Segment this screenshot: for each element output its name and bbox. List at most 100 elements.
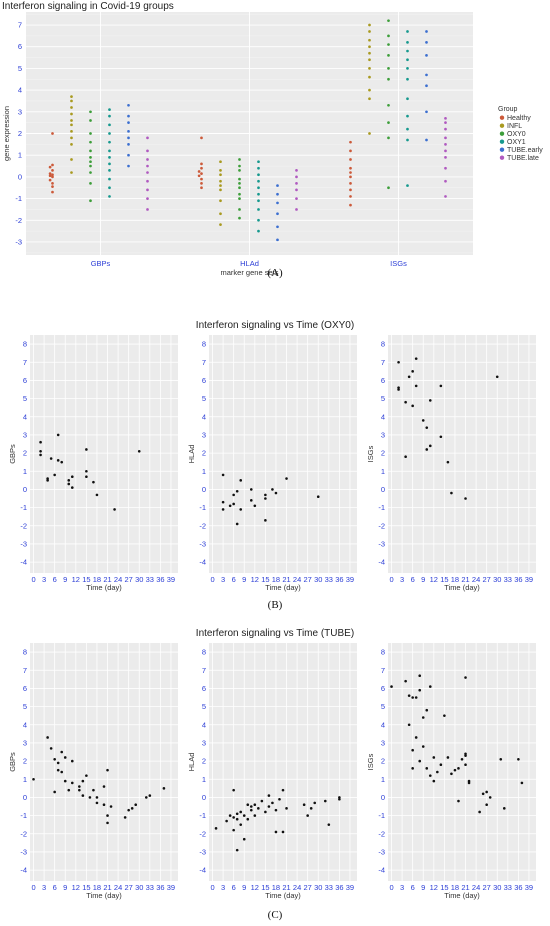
chart-c-x-tick-label: 21: [282, 883, 290, 892]
chart-a-point-tube-late: [146, 158, 149, 161]
chart-b-y-tick-label: 4: [202, 412, 206, 421]
chart-a-y-tick-label: 7: [18, 21, 22, 30]
chart-a-point-oxy1: [406, 114, 409, 118]
chart-a-point-infl: [368, 23, 371, 27]
chart-a-point-infl: [219, 199, 222, 203]
chart-c-x-tick-label: 30: [493, 883, 501, 892]
chart-b-y-tick-label: 0: [381, 485, 385, 494]
chart-b-point: [235, 522, 239, 526]
chart-c-y-axis-label: HLAd: [187, 753, 196, 772]
chart-b-point: [235, 489, 239, 493]
chart-a-point-oxy1: [108, 186, 111, 190]
chart-c-x-tick-label: 3: [221, 883, 225, 892]
chart-a-point-oxy1: [108, 140, 111, 144]
chart-a-point-tube-early: [276, 192, 279, 196]
chart-c-x-tick-label: 9: [421, 883, 425, 892]
chart-a-point-tube-early: [276, 238, 279, 242]
chart-a-point-infl: [70, 112, 73, 116]
panel-label-c: (C): [268, 909, 283, 921]
chart-a-point-healthy: [349, 203, 352, 207]
chart-c-point: [214, 827, 218, 830]
chart-c-point: [102, 803, 106, 806]
chart-c-point: [323, 799, 327, 803]
chart-c-point: [464, 752, 467, 756]
chart-a-point-oxy1: [108, 195, 111, 198]
chart-c-point: [453, 768, 457, 772]
chart-a-legend-entry: OXY0: [507, 131, 526, 138]
chart-a-point-oxy1: [406, 127, 409, 131]
chart-a-point-infl: [219, 223, 222, 226]
chart-b-y-tick-label: 1: [202, 467, 206, 476]
chart-c-y-tick-label: 0: [23, 793, 27, 802]
chart-a-y-tick-label: 4: [18, 86, 22, 95]
chart-c-point: [242, 814, 246, 817]
chart-a-point-healthy: [51, 132, 54, 135]
chart-b-x-tick-label: 15: [440, 575, 448, 584]
chart-a-y-tick-label: -3: [15, 237, 22, 246]
chart-a-point-oxy0: [387, 186, 390, 190]
chart-c-x-tick-label: 36: [335, 883, 343, 892]
chart-b-point: [464, 497, 467, 500]
panel-label-a: (A): [267, 267, 283, 279]
chart-c-y-tick-label: 3: [23, 738, 27, 747]
chart-a-point-healthy: [349, 149, 352, 153]
chart-c-point: [450, 772, 453, 776]
chart-a-point-tube-early: [425, 54, 428, 57]
chart-b-point: [67, 479, 71, 482]
chart-a-point-oxy1: [406, 138, 409, 142]
chart-c-point: [418, 688, 422, 692]
chart-b-x-tick-label: 27: [124, 575, 132, 584]
chart-c-point: [502, 807, 506, 810]
chart-a-point-infl: [368, 38, 371, 42]
chart-c-point: [478, 810, 481, 814]
chart-b-x-tick-label: 18: [272, 575, 280, 584]
chart-c-y-tick-label: 7: [381, 666, 385, 675]
chart-a-point-oxy0: [89, 164, 92, 168]
chart-c-title: Interferon signaling vs Time (TUBE): [196, 628, 354, 639]
chart-c-point: [281, 830, 285, 834]
chart-c-panel: [30, 643, 178, 881]
chart-c-y-tick-label: 0: [202, 793, 206, 802]
chart-a-point-oxy0: [387, 136, 390, 140]
chart-c-point: [225, 819, 228, 823]
chart-c-point: [414, 696, 418, 699]
chart-b-y-tick-label: -1: [199, 503, 206, 512]
chart-c-x-tick-label: 15: [440, 883, 448, 892]
chart-a-y-tick-label: 0: [18, 172, 22, 181]
chart-c-point: [418, 674, 422, 678]
chart-c-x-tick-label: 39: [346, 883, 354, 892]
chart-c-x-tick-label: 33: [504, 883, 512, 892]
chart-b-x-tick-label: 3: [42, 575, 46, 584]
chart-a-point-healthy: [349, 195, 352, 198]
chart-c-x-tick-label: 0: [210, 883, 214, 892]
chart-c-point: [148, 794, 152, 797]
chart-b-x-tick-label: 30: [135, 575, 143, 584]
chart-a-legend-entry: TUBE.late: [507, 155, 539, 162]
chart-c-point: [106, 821, 109, 825]
chart-a-point-healthy: [197, 170, 201, 173]
chart-a-legend-swatch: [499, 131, 505, 136]
chart-a-point-healthy: [200, 136, 203, 140]
chart-c-point: [70, 759, 74, 763]
chart-b-x-axis-label: Time (day): [265, 583, 301, 592]
chart-b-y-tick-label: 3: [23, 430, 27, 439]
chart-c-point: [457, 767, 460, 770]
chart-c-x-tick-label: 21: [103, 883, 111, 892]
chart-a-point-tube-late: [295, 169, 298, 172]
chart-a-y-tick-label: 2: [18, 129, 22, 138]
chart-c-x-tick-label: 30: [314, 883, 322, 892]
chart-c-point: [53, 757, 56, 761]
chart-a-point-tube-late: [146, 149, 149, 153]
chart-a-point-oxy1: [257, 186, 260, 190]
chart-a-point-healthy: [349, 171, 352, 174]
chart-c-point: [32, 777, 35, 781]
chart-a-point-oxy1: [257, 179, 260, 183]
chart-b-x-tick-label: 18: [93, 575, 101, 584]
chart-c-point: [106, 814, 109, 817]
chart-c-y-tick-label: -2: [199, 829, 206, 838]
chart-a-point-oxy0: [89, 140, 92, 144]
chart-a-point-oxy1: [108, 123, 111, 127]
chart-b-point: [271, 488, 274, 491]
chart-c-point: [249, 808, 253, 812]
